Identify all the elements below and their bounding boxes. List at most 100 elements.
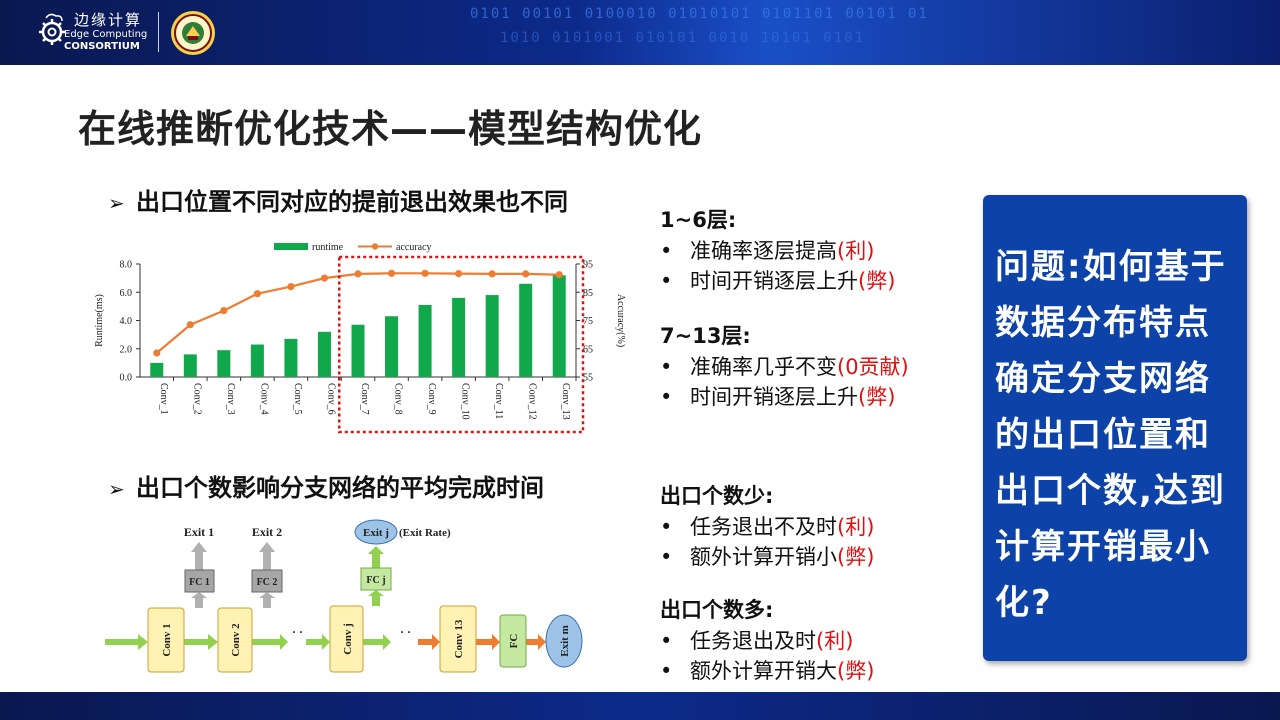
list-item-text: 额外计算开销小 — [690, 545, 837, 569]
exit2-label: Exit 2 — [252, 525, 282, 539]
exit-arrows — [191, 542, 384, 570]
y2-axis-title: Accuracy(%) — [615, 294, 626, 347]
legend-label-accuracy: accuracy — [396, 242, 432, 253]
section1-heading: ➢ 出口位置不同对应的提前退出效果也不同 — [108, 182, 568, 217]
list-item: • 额外计算开销大(弊) — [660, 656, 874, 686]
binary-pattern: 1010 0101001 010101 0010 10101 0101 — [500, 30, 866, 46]
bullet-dot-icon: • — [660, 385, 673, 409]
list-item-note: (利) — [837, 239, 875, 263]
x-tick-label: Conv_9 — [426, 383, 437, 415]
accuracy-point — [287, 283, 295, 291]
list-item: • 任务退出不及时(利) — [660, 512, 874, 542]
logo-en-line2: CONSORTIUM — [64, 41, 140, 52]
list-item-note: (利) — [816, 629, 854, 653]
list-item-text: 时间开销逐层上升 — [690, 269, 858, 293]
y2-tick-label: 75 — [583, 316, 593, 327]
conv2-label: Conv 2 — [230, 623, 242, 657]
header-bar: 0101 00101 0100010 01010101 0101101 0010… — [0, 0, 1280, 65]
page-title: 在线推断优化技术——模型结构优化 — [78, 107, 703, 151]
convj-box — [329, 605, 364, 673]
y2-tick-label: 85 — [583, 288, 593, 299]
list-item: • 额外计算开销小(弊) — [660, 542, 874, 572]
logo-en-line1: Edge Computing — [64, 29, 148, 40]
list-item: • 准确率逐层提高(利) — [660, 236, 895, 266]
x-tick-label: Conv_5 — [292, 383, 303, 415]
x-tick-label: Conv_8 — [393, 383, 404, 415]
y2-tick-label: 55 — [583, 373, 593, 384]
fcj-label: FC j — [366, 575, 385, 586]
exitj-label: Exit j — [363, 527, 389, 539]
accuracy-point — [555, 271, 563, 279]
list-item-text: 准确率逐层提高 — [690, 239, 837, 263]
y-tick-label: 4.0 — [120, 316, 133, 327]
x-tick-label: Conv_6 — [325, 383, 336, 415]
group-heading: 7~13层: — [660, 324, 751, 348]
arrow-bullet-icon: ➢ — [108, 477, 125, 501]
bullet-dot-icon: • — [660, 355, 673, 379]
bar-runtime — [351, 324, 365, 377]
x-tick-label: Conv_1 — [158, 383, 169, 415]
accuracy-point — [153, 349, 161, 357]
right-group-layers-1-6: 1~6层: • 准确率逐层提高(利) • 时间开销逐层上升(弊) — [660, 204, 895, 296]
convj-label: Conv j — [342, 623, 354, 654]
branch-network-diagram: Exit 1 Exit 2 Exit j (Exit Rate) FC 1 FC… — [105, 519, 583, 673]
bar-runtime — [317, 331, 331, 377]
bar-runtime — [250, 344, 264, 377]
fc1-box — [184, 569, 215, 593]
footer-bar — [0, 692, 1280, 720]
list-item-text: 准确率几乎不变 — [690, 355, 837, 379]
list-item: • 时间开销逐层上升(弊) — [660, 382, 909, 412]
section1-text: 出口位置不同对应的提前退出效果也不同 — [136, 188, 568, 216]
flow-arrows — [105, 634, 546, 650]
bar-runtime — [217, 350, 231, 377]
x-tick-label: Conv_13 — [560, 383, 571, 420]
x-tick-label: Conv_4 — [258, 383, 269, 415]
list-item-note: (弊) — [837, 659, 875, 683]
right-group-few-exits: 出口个数少: • 任务退出不及时(利) • 额外计算开销小(弊) — [660, 480, 874, 572]
bullet-dot-icon: • — [660, 269, 673, 293]
accuracy-point — [320, 274, 329, 282]
y-tick-label: 6.0 — [120, 288, 133, 299]
bar-runtime — [418, 304, 432, 377]
list-item-text: 时间开销逐层上升 — [690, 385, 858, 409]
runtime-accuracy-chart: runtime accuracy 0.0 2.0 4.0 6.0 8.0 55 65 75 85 95… — [94, 242, 626, 434]
cloud-gear-icon — [39, 13, 65, 45]
list-item: • 时间开销逐层上升(弊) — [660, 266, 895, 296]
group-heading: 1~6层: — [660, 208, 737, 232]
exit1-label: Exit 1 — [184, 525, 214, 539]
bar-runtime — [385, 316, 399, 377]
accuracy-point — [220, 307, 228, 315]
section2-text: 出口个数影响分支网络的平均完成时间 — [136, 474, 544, 502]
y-tick-label: 8.0 — [120, 260, 133, 271]
list-item: • 任务退出及时(利) — [660, 626, 874, 656]
legend-swatch-runtime — [274, 243, 308, 250]
bullet-dot-icon: • — [660, 515, 673, 539]
conv13-box — [439, 605, 477, 673]
ellipsis-dots: · · — [292, 625, 303, 639]
right-group-layers-7-13: 7~13层: • 准确率几乎不变(0贡献) • 时间开销逐层上升(弊) — [660, 320, 909, 412]
section2-heading: ➢ 出口个数影响分支网络的平均完成时间 — [108, 468, 544, 503]
fc-box — [499, 614, 527, 668]
bar-runtime — [452, 297, 466, 377]
branch-arrows — [191, 590, 384, 608]
list-item-note: (弊) — [858, 269, 896, 293]
exitj-node — [354, 519, 398, 545]
accuracy-point — [387, 269, 396, 277]
y-tick-label: 0.0 — [120, 373, 133, 384]
accuracy-point — [488, 270, 496, 278]
fc1-label: FC 1 — [189, 577, 210, 588]
y-tick-label: 2.0 — [120, 344, 133, 355]
fc-label: FC — [508, 634, 520, 649]
x-tick-label: Conv_10 — [460, 383, 471, 420]
list-item: • 准确率几乎不变(0贡献) — [660, 352, 909, 382]
accuracy-point — [354, 270, 362, 278]
list-item-text: 额外计算开销大 — [690, 659, 837, 683]
accuracy-point — [421, 269, 429, 277]
x-tick-label: Conv_3 — [225, 383, 236, 415]
accuracy-point — [522, 270, 530, 278]
group-heading: 出口个数少: — [660, 484, 774, 508]
y-axis-title: Runtime(ms) — [94, 294, 105, 347]
exitm-label: Exit m — [559, 625, 571, 656]
conv13-label: Conv 13 — [453, 619, 465, 658]
y2-tick-label: 95 — [583, 260, 593, 271]
